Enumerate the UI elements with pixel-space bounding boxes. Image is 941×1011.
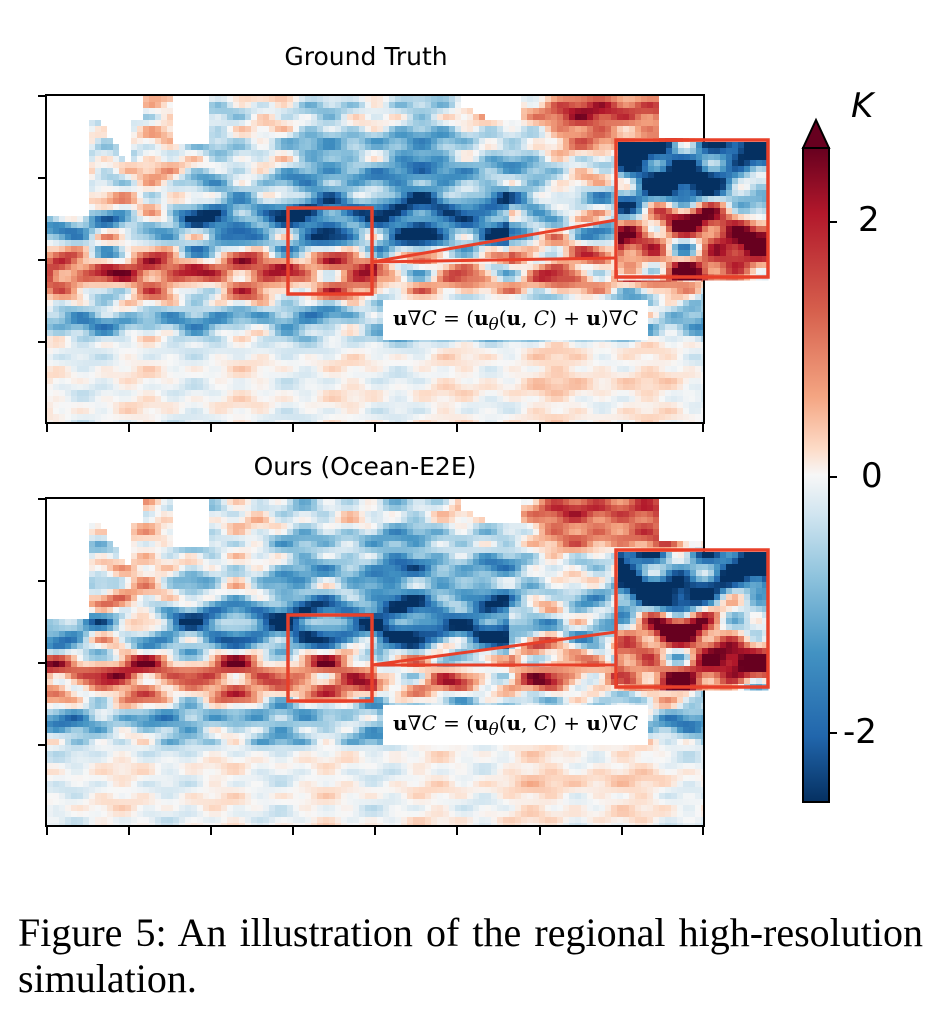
temperature-field xyxy=(47,499,703,825)
ground-truth-map xyxy=(45,94,705,424)
colorbar-extend-arrow xyxy=(801,117,831,149)
panel-title-ground-truth: Ground Truth xyxy=(284,42,448,71)
colorbar-tick-2: 2 xyxy=(858,200,880,240)
figure-caption: Figure 5: An illustration of the regiona… xyxy=(18,910,923,1001)
colorbar-tick-neg2: -2 xyxy=(843,712,877,752)
equation-label-2: u∇C = (uθ(u, C) + u)∇C xyxy=(383,705,648,745)
ours-map xyxy=(45,497,705,827)
temperature-field xyxy=(47,96,703,422)
equation-label-1: u∇C = (uθ(u, C) + u)∇C xyxy=(383,300,648,340)
colorbar-gradient xyxy=(802,147,830,803)
colorbar-tick-0: 0 xyxy=(861,456,883,496)
colorbar xyxy=(801,117,837,803)
colorbar-title: K xyxy=(851,86,874,126)
panel-title-ours: Ours (Ocean-E2E) xyxy=(253,452,477,481)
